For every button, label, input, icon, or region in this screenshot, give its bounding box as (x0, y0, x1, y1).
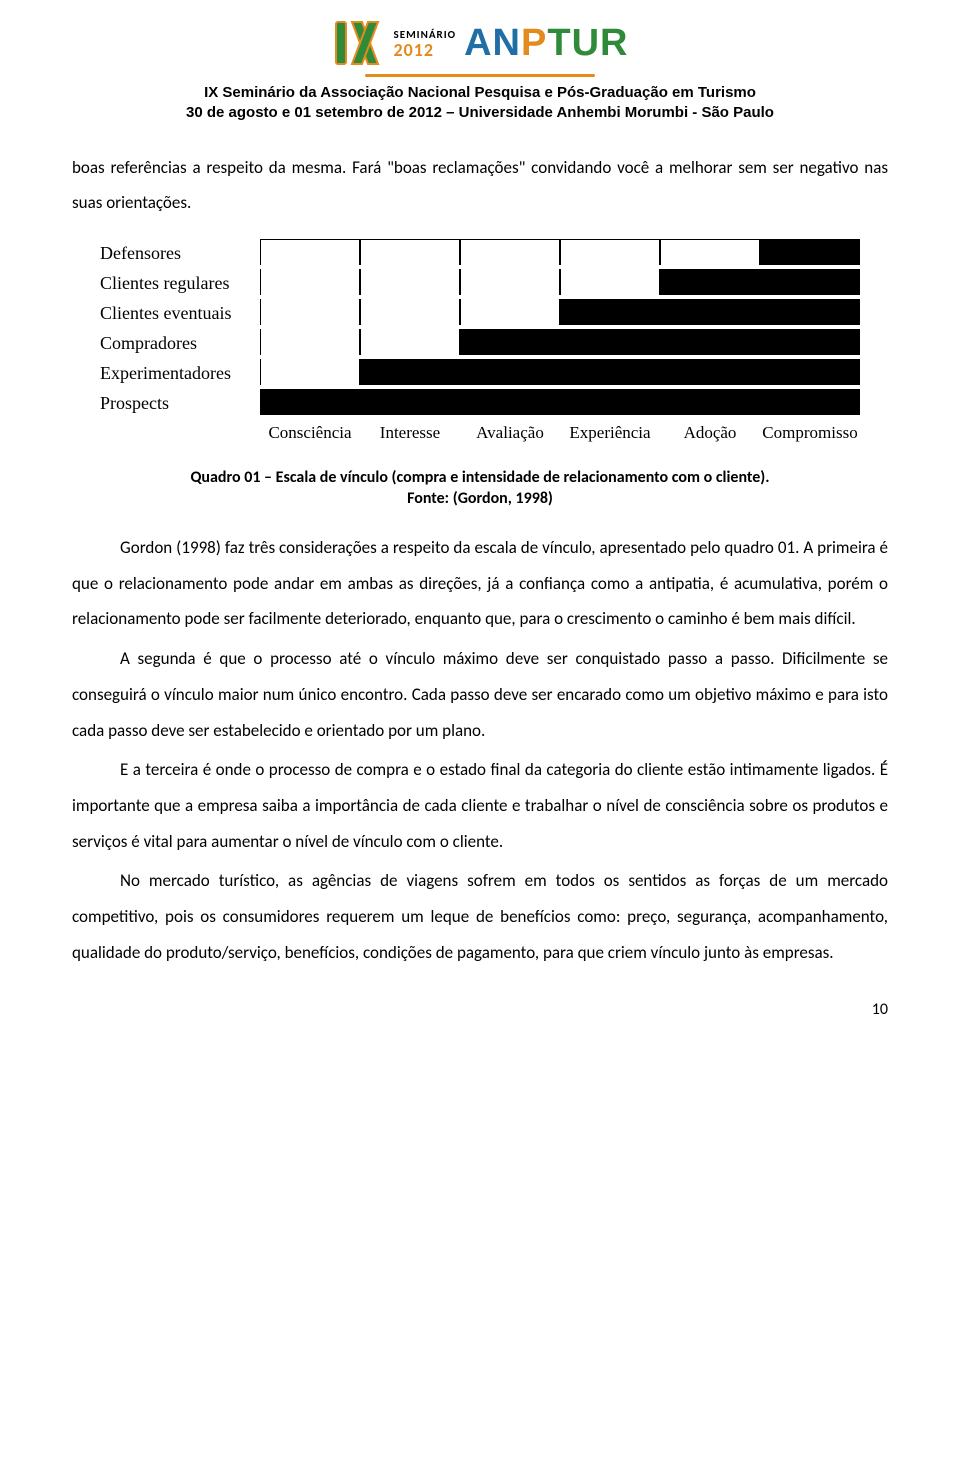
chart-row-label: Defensores (100, 239, 260, 269)
logo-underline (365, 74, 595, 77)
chart-cell (360, 359, 460, 385)
chart-cell (660, 359, 760, 385)
chart-row-label: Clientes regulares (100, 269, 260, 299)
page: SEMINÁRIO 2012 A N P T U R IX Seminário … (0, 0, 960, 1059)
chart-cell (760, 269, 860, 295)
chart-cell (660, 269, 760, 295)
chart-cell (560, 329, 660, 355)
chart-col-label: Interesse (360, 423, 460, 443)
chart-cell (660, 239, 760, 265)
logo-letter: R (600, 24, 628, 62)
chart-cell (660, 389, 760, 415)
header-line-1: IX Seminário da Associação Nacional Pesq… (72, 83, 888, 103)
chart-cell (360, 269, 460, 295)
page-number: 10 (72, 1000, 888, 1019)
logo-ix (332, 18, 390, 68)
chart-cell (760, 299, 860, 325)
step-chart-grid: DefensoresClientes regularesClientes eve… (100, 239, 860, 419)
chart-cell (660, 299, 760, 325)
logo-letter: U (572, 24, 600, 62)
chart-cell (560, 269, 660, 295)
chart-cell (360, 389, 460, 415)
chart-cell (760, 359, 860, 385)
body-paragraph: Gordon (1998) faz três considerações a r… (72, 530, 888, 637)
chart-cell (260, 389, 360, 415)
chart-col-spacer (100, 423, 260, 443)
header-logo: SEMINÁRIO 2012 A N P T U R (72, 18, 888, 68)
chart-cell (760, 389, 860, 415)
chart-row-label: Compradores (100, 329, 260, 359)
body-paragraph: E a terceira é onde o processo de compra… (72, 752, 888, 859)
chart-col-label: Consciência (260, 423, 360, 443)
chart-cell (460, 239, 560, 265)
body-paragraph: A segunda é que o processo até o vínculo… (72, 641, 888, 748)
chart-row-label: Prospects (100, 389, 260, 419)
ix-roman-icon (332, 18, 390, 68)
chart-cell (260, 239, 360, 265)
chart-cell (460, 329, 560, 355)
chart-col-label: Experiência (560, 423, 660, 443)
caption-line-2: Fonte: (Gordon, 1998) (72, 488, 888, 510)
caption-line-1: Quadro 01 – Escala de vínculo (compra e … (72, 467, 888, 489)
chart-cell (360, 299, 460, 325)
bond-scale-chart: DefensoresClientes regularesClientes eve… (100, 239, 860, 443)
chart-cell (460, 389, 560, 415)
chart-cell (260, 269, 360, 295)
chart-caption: Quadro 01 – Escala de vínculo (compra e … (72, 467, 888, 510)
logo-seminario-block: SEMINÁRIO 2012 (394, 28, 457, 59)
chart-cell (460, 299, 560, 325)
chart-cell (260, 359, 360, 385)
logo-year-label: 2012 (394, 41, 435, 59)
chart-cell (260, 329, 360, 355)
chart-col-label: Compromisso (760, 423, 860, 443)
chart-row-label: Experimentadores (100, 359, 260, 389)
logo-letter: N (493, 24, 521, 62)
intro-paragraph: boas referências a respeito da mesma. Fa… (72, 150, 888, 221)
step-chart-col-labels: ConsciênciaInteresseAvaliaçãoExperiência… (100, 423, 860, 443)
body-paragraph: No mercado turístico, as agências de via… (72, 863, 888, 970)
chart-col-label: Adoção (660, 423, 760, 443)
chart-cell (260, 299, 360, 325)
header-line-2: 30 de agosto e 01 setembro de 2012 – Uni… (72, 103, 888, 123)
chart-cell (360, 329, 460, 355)
chart-col-label: Avaliação (460, 423, 560, 443)
chart-cell (560, 389, 660, 415)
logo-anptur: A N P T U R (464, 24, 628, 62)
logo-letter: T (547, 24, 571, 62)
logo-letter: P (521, 24, 547, 62)
chart-row-label: Clientes eventuais (100, 299, 260, 329)
chart-cell (660, 329, 760, 355)
chart-cell (560, 239, 660, 265)
chart-cell (760, 329, 860, 355)
chart-cell (360, 239, 460, 265)
chart-cell (560, 299, 660, 325)
chart-cell (460, 269, 560, 295)
chart-cell (560, 359, 660, 385)
chart-cell (460, 359, 560, 385)
logo-letter: A (464, 24, 492, 62)
chart-cell (760, 239, 860, 265)
header-lines: IX Seminário da Associação Nacional Pesq… (72, 83, 888, 124)
